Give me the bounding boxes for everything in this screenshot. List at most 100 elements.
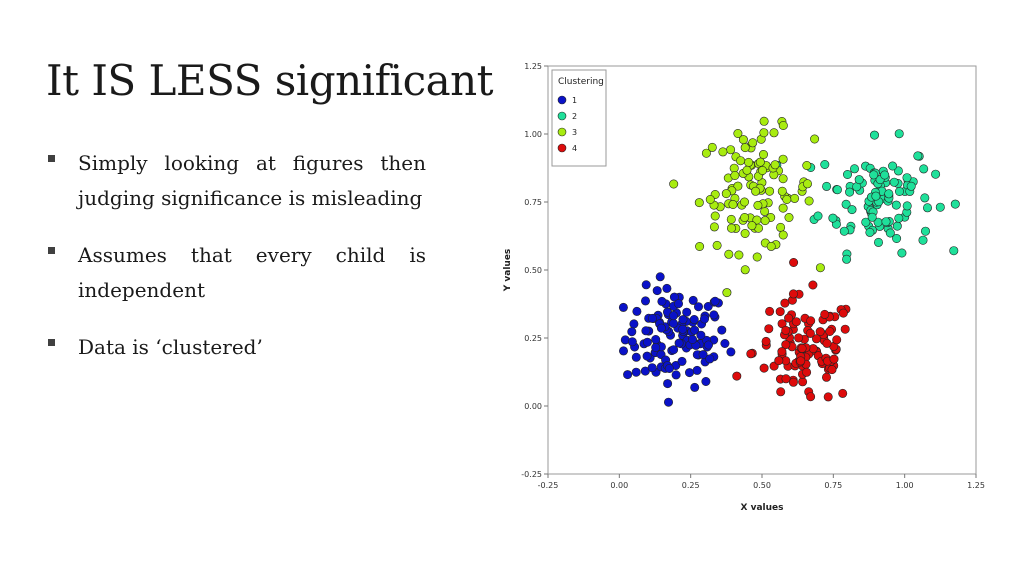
- y-tick-label: 0.00: [524, 402, 542, 411]
- data-point-cluster-3: [751, 186, 761, 196]
- data-point-cluster-2: [891, 200, 901, 210]
- data-point-cluster-3: [726, 214, 736, 224]
- data-point-cluster-4: [806, 316, 816, 326]
- bullet-item: Simply looking at figures then judging s…: [44, 146, 426, 216]
- data-point-cluster-3: [747, 221, 757, 231]
- data-point-cluster-4: [732, 371, 742, 381]
- data-point-cluster-3: [778, 174, 788, 184]
- data-point-cluster-4: [798, 377, 808, 387]
- data-point-cluster-3: [778, 203, 788, 213]
- y-tick-label: 1.00: [524, 130, 542, 139]
- data-point-cluster-3: [736, 156, 746, 166]
- legend-label: 3: [572, 128, 577, 137]
- data-point-cluster-4: [822, 338, 832, 348]
- data-point-cluster-3: [765, 186, 775, 196]
- data-point-cluster-3: [778, 230, 788, 240]
- data-point-cluster-2: [842, 170, 852, 180]
- data-point-cluster-3: [759, 116, 769, 126]
- data-point-cluster-3: [740, 143, 750, 153]
- data-point-cluster-2: [847, 205, 857, 215]
- data-point-cluster-4: [746, 349, 756, 359]
- legend-marker: [557, 95, 567, 105]
- x-axis-ticks: -0.25 0.00 0.25 0.50 0.75 1.00 1.25: [538, 474, 985, 490]
- data-point-cluster-3: [733, 129, 743, 139]
- data-point-cluster-3: [701, 148, 711, 158]
- data-point-cluster-4: [764, 324, 774, 334]
- legend: Clustering 1 2 3 4: [551, 69, 607, 167]
- data-point-cluster-3: [782, 195, 792, 205]
- data-point-cluster-4: [759, 363, 769, 373]
- data-point-cluster-2: [935, 202, 945, 212]
- data-point-cluster-1: [726, 347, 736, 357]
- data-point-cluster-3: [694, 198, 704, 208]
- data-point-cluster-1: [705, 354, 715, 364]
- data-point-cluster-4: [761, 336, 771, 346]
- data-point-cluster-1: [692, 365, 702, 375]
- data-point-cluster-4: [777, 347, 787, 357]
- y-tick-label: -0.25: [521, 470, 542, 479]
- data-point-cluster-2: [885, 228, 895, 238]
- data-point-cluster-4: [827, 365, 837, 375]
- data-point-cluster-3: [740, 229, 750, 239]
- data-point-cluster-4: [796, 356, 806, 366]
- data-point-cluster-3: [744, 157, 754, 167]
- data-point-cluster-2: [845, 187, 855, 197]
- data-point-cluster-3: [730, 171, 740, 181]
- data-point-cluster-2: [894, 187, 904, 197]
- data-point-cluster-2: [922, 203, 932, 213]
- data-point-cluster-3: [760, 206, 770, 216]
- data-point-cluster-3: [712, 240, 722, 250]
- data-point-cluster-4: [815, 327, 825, 337]
- data-point-cluster-4: [775, 307, 785, 317]
- data-point-cluster-3: [727, 223, 737, 233]
- data-point-cluster-3: [721, 189, 731, 199]
- y-axis-ticks: -0.25 0.00 0.25 0.50 0.75 1.00 1.25: [521, 62, 548, 479]
- x-axis-label: X values: [741, 503, 784, 513]
- data-point-cluster-1: [674, 299, 684, 309]
- data-point-cluster-2: [919, 164, 929, 174]
- data-point-cluster-1: [669, 311, 679, 321]
- data-point-cluster-2: [828, 213, 838, 223]
- data-point-cluster-3: [733, 181, 743, 191]
- x-tick-label: 0.75: [824, 481, 842, 490]
- x-tick-label: 0.25: [682, 481, 700, 490]
- data-point-cluster-2: [867, 212, 877, 222]
- data-point-cluster-3: [718, 147, 728, 157]
- data-point-cluster-3: [669, 179, 679, 189]
- bullet-list: Simply looking at figures then judging s…: [44, 146, 426, 387]
- data-point-cluster-1: [641, 326, 651, 336]
- data-point-cluster-4: [776, 387, 786, 397]
- data-point-cluster-2: [920, 193, 930, 203]
- data-point-cluster-3: [709, 222, 719, 232]
- legend-marker: [557, 143, 567, 153]
- data-point-cluster-4: [789, 258, 799, 268]
- data-point-cluster-2: [888, 161, 898, 171]
- x-tick-label: -0.25: [538, 481, 559, 490]
- legend-label: 2: [572, 112, 577, 121]
- data-point-cluster-4: [788, 377, 798, 387]
- data-point-cluster-3: [778, 154, 788, 164]
- data-point-cluster-2: [931, 169, 941, 179]
- data-point-cluster-2: [869, 170, 879, 180]
- data-point-cluster-4: [823, 392, 833, 402]
- legend-marker: [557, 127, 567, 137]
- bullet-text: Assumes that every child is independent: [78, 243, 426, 302]
- data-point-cluster-1: [698, 350, 708, 360]
- data-point-cluster-1: [690, 325, 700, 335]
- data-point-cluster-1: [690, 382, 700, 392]
- data-point-cluster-4: [838, 388, 848, 398]
- data-point-cluster-1: [618, 302, 628, 312]
- data-point-cluster-3: [770, 160, 780, 170]
- data-point-cluster-1: [704, 340, 714, 350]
- data-point-cluster-1: [656, 323, 666, 333]
- data-point-cluster-4: [781, 325, 791, 335]
- data-point-cluster-1: [657, 296, 667, 306]
- data-point-cluster-3: [802, 179, 812, 189]
- data-point-cluster-3: [724, 249, 734, 259]
- data-point-cluster-1: [688, 334, 698, 344]
- data-point-cluster-1: [669, 318, 679, 328]
- data-point-cluster-2: [892, 234, 902, 244]
- data-point-cluster-2: [865, 227, 875, 237]
- data-point-cluster-2: [839, 226, 849, 236]
- data-point-cluster-2: [889, 177, 899, 187]
